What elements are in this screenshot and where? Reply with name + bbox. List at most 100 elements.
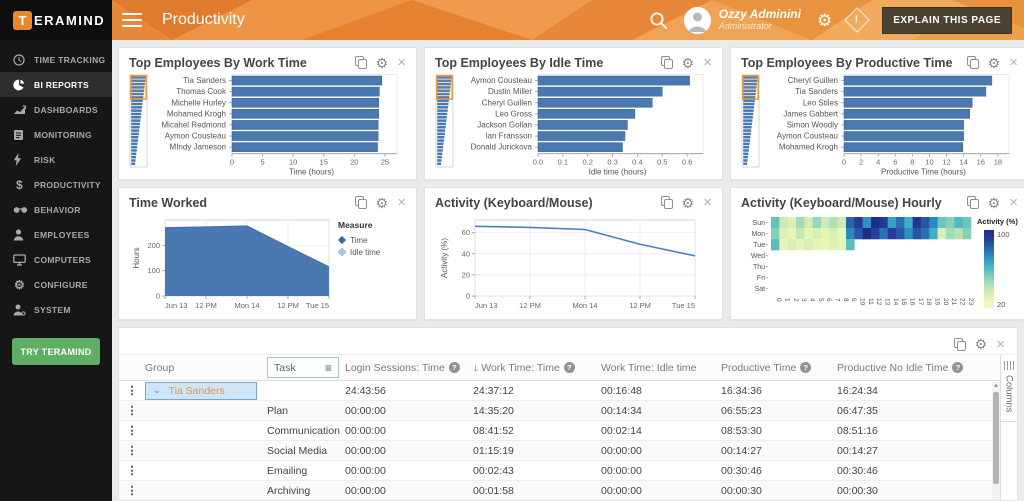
- sidebar-item-configure[interactable]: ⚙ CONFIGURE: [0, 272, 112, 297]
- svg-text:Time (hours): Time (hours): [289, 168, 334, 176]
- alert-diamond-icon[interactable]: !: [844, 7, 870, 33]
- sidebar-item-risk[interactable]: RISK: [0, 147, 112, 172]
- copy-icon[interactable]: [966, 56, 979, 69]
- close-icon[interactable]: ×: [397, 54, 406, 71]
- user-menu[interactable]: Ozzy Adminini Administrator: [683, 6, 801, 34]
- filter-lines-icon[interactable]: ≡: [324, 360, 332, 375]
- sidebar-item-monitoring[interactable]: MONITORING: [0, 122, 112, 147]
- svg-text:Jun 13: Jun 13: [165, 301, 188, 310]
- gear-icon[interactable]: ⚙: [375, 54, 389, 71]
- column-header-idle-time[interactable]: Work Time: Idle time: [601, 361, 697, 374]
- group-chip[interactable]: ⌄ Tia Sanders: [145, 381, 257, 400]
- copy-icon[interactable]: [953, 337, 966, 351]
- table-row[interactable]: ⋮ Archiving 00:00:00 00:01:58 00:00:00 00:00:…: [119, 481, 1017, 500]
- column-header-login-sessions[interactable]: Login Sessions: Time?: [345, 362, 473, 374]
- table-scrollbar[interactable]: ▲: [992, 382, 1000, 500]
- activity-line-chart[interactable]: 0 20 40 60 Jun 13 12 PM Mon 14 12 PM Tue 15 Activ…: [435, 212, 712, 316]
- close-icon[interactable]: ×: [397, 194, 406, 211]
- row-menu-button[interactable]: ⋮: [126, 465, 138, 477]
- svg-text:13: 13: [884, 298, 891, 306]
- sidebar-nav: TIME TRACKING BI REPORTS DASHBOARDS MONITOR…: [0, 40, 112, 501]
- task-cell: Archiving: [267, 484, 311, 497]
- copy-icon[interactable]: [660, 56, 673, 69]
- help-icon[interactable]: ?: [563, 362, 575, 373]
- sidebar-item-system[interactable]: SYSTEM: [0, 297, 112, 322]
- svg-text:0.3: 0.3: [607, 158, 617, 167]
- scrollbar-thumb[interactable]: [993, 392, 999, 485]
- row-menu-button[interactable]: ⋮: [126, 405, 138, 417]
- column-header-productive-time[interactable]: Productive Time?: [721, 362, 837, 374]
- sidebar-item-employees[interactable]: EMPLOYEES: [0, 222, 112, 247]
- gear-icon[interactable]: ⚙: [375, 194, 389, 211]
- close-icon[interactable]: ×: [996, 335, 1005, 353]
- help-icon[interactable]: ?: [448, 362, 460, 373]
- help-icon[interactable]: ?: [800, 362, 812, 373]
- login-sessions-cell: 00:00:00: [345, 424, 386, 437]
- svg-text:16: 16: [909, 298, 916, 306]
- task-filter-box[interactable]: Task ≡: [267, 357, 339, 378]
- row-menu-button[interactable]: ⋮: [126, 425, 138, 437]
- sidebar-item-computers[interactable]: COMPUTERS: [0, 247, 112, 272]
- sidebar-item-bi-reports[interactable]: BI REPORTS: [0, 72, 112, 97]
- gear-icon[interactable]: ⚙: [987, 54, 1001, 71]
- work-time-cell: 00:01:58: [473, 484, 514, 497]
- svg-text:0.4: 0.4: [632, 158, 642, 167]
- table-row[interactable]: ⋮ Emailing 00:00:00 00:02:43 00:00:00 00:30:4…: [119, 461, 1017, 481]
- gear-icon[interactable]: ⚙: [681, 54, 695, 71]
- idle-time-bar-chart[interactable]: Aymon Cousteau Dustin Miller Cheryl Guille…: [435, 72, 712, 176]
- settings-gear-icon[interactable]: ⚙: [816, 10, 833, 30]
- productive-time-bar-chart[interactable]: Cheryl Guillen Tia Sanders Leo Stiles James…: [741, 72, 1018, 176]
- table-row[interactable]: ⋮ Social Media 00:00:00 01:15:19 00:00:00 00:…: [119, 441, 1017, 461]
- menu-toggle-button[interactable]: [122, 13, 142, 27]
- close-icon[interactable]: ×: [703, 194, 712, 211]
- columns-panel-tab[interactable]: Columns: [1000, 355, 1017, 500]
- chevron-down-icon[interactable]: ⌄: [153, 385, 161, 395]
- row-menu-button[interactable]: ⋮: [126, 385, 138, 397]
- work-time-bar-chart[interactable]: Tia Sanders Thomas Cook Michelle Hurley Moh…: [129, 72, 406, 176]
- close-icon[interactable]: ×: [1009, 194, 1018, 211]
- copy-icon[interactable]: [660, 196, 673, 209]
- table-row[interactable]: ⋮ Communication 00:00:00 08:41:52 00:02:14 08…: [119, 421, 1017, 441]
- search-icon[interactable]: [649, 11, 668, 30]
- svg-text:6: 6: [893, 158, 897, 167]
- table-row[interactable]: ⋮ Plan 00:00:00 14:35:20 00:14:34 06:55:23 06:…: [119, 401, 1017, 421]
- copy-icon[interactable]: [354, 196, 367, 209]
- svg-text:5: 5: [260, 158, 264, 167]
- copy-icon[interactable]: [966, 196, 979, 209]
- svg-text:Mon 14: Mon 14: [234, 301, 259, 310]
- close-icon[interactable]: ×: [703, 54, 712, 71]
- column-header-group[interactable]: Group: [145, 361, 175, 374]
- gear-icon[interactable]: ⚙: [974, 336, 988, 352]
- sidebar-item-time-tracking[interactable]: TIME TRACKING: [0, 47, 112, 72]
- sidebar-item-productivity[interactable]: $ PRODUCTIVITY: [0, 172, 112, 197]
- explain-this-page-button[interactable]: EXPLAIN THIS PAGE: [882, 6, 1012, 34]
- svg-text:25: 25: [381, 158, 389, 167]
- column-header-work-time[interactable]: ↓ Work Time: Time?: [473, 362, 601, 374]
- logo-wordmark: ERAMIND: [34, 12, 106, 28]
- help-icon[interactable]: ?: [952, 362, 964, 373]
- gear-icon[interactable]: ⚙: [681, 194, 695, 211]
- column-header-productive-no-idle[interactable]: Productive No Idle Time?: [837, 362, 1017, 374]
- row-menu-button[interactable]: ⋮: [126, 485, 138, 497]
- page-title: Productivity: [162, 11, 245, 28]
- close-icon[interactable]: ×: [1009, 54, 1018, 71]
- svg-text:Thu -: Thu -: [753, 264, 769, 271]
- svg-text:Time: Time: [350, 236, 368, 245]
- svg-text:0: 0: [842, 158, 846, 167]
- row-menu-button[interactable]: ⋮: [126, 445, 138, 457]
- svg-text:12: 12: [875, 298, 882, 306]
- column-header-task[interactable]: Task ≡: [267, 357, 345, 378]
- gear-icon[interactable]: ⚙: [987, 194, 1001, 211]
- panel-productive-time: Top Employees By Productive Time ⚙ × Che…: [730, 47, 1024, 180]
- teramind-logo[interactable]: T ERAMIND: [0, 0, 112, 40]
- time-worked-area-chart[interactable]: 0 100 200 Jun 13 12 PM Mon 14 12 PM Tue 15 Hours…: [129, 212, 406, 316]
- copy-icon[interactable]: [354, 56, 367, 69]
- sidebar-item-behavior[interactable]: BEHAVIOR: [0, 197, 112, 222]
- scroll-up-icon[interactable]: ▲: [993, 383, 999, 389]
- svg-text:0.5: 0.5: [657, 158, 667, 167]
- try-teramind-button[interactable]: TRY TERAMIND: [12, 338, 100, 365]
- idle-time-cell: 00:16:48: [601, 384, 642, 397]
- sidebar-item-dashboards[interactable]: DASHBOARDS: [0, 97, 112, 122]
- table-row[interactable]: ⋮ ⌄ Tia Sanders 24:43:56 24:37:12 00:16:48 16:…: [119, 381, 1017, 401]
